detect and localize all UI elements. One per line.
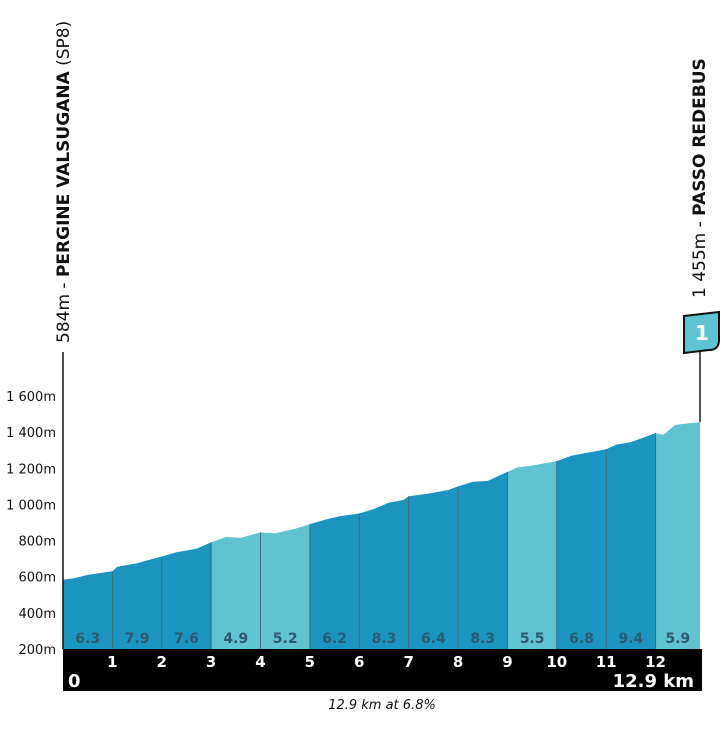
finish-separator: - bbox=[690, 215, 710, 233]
gradient-labels: 6.3 7.9 7.6 4.9 5.2 6.2 8.3 6.4 8.3 5.5 6.8 9.4 5.9 bbox=[75, 631, 690, 647]
distance-bar bbox=[63, 649, 702, 691]
y-tick-label: 600m bbox=[19, 571, 56, 586]
y-tick-label: 1 000m bbox=[6, 498, 56, 513]
flag-shape bbox=[683, 310, 720, 355]
gradient-segments bbox=[63, 422, 700, 649]
segment-area bbox=[556, 449, 607, 649]
flag-number: 1 bbox=[695, 321, 709, 345]
segment-area bbox=[458, 471, 508, 649]
y-tick-label: 200m bbox=[19, 643, 56, 658]
segment-area bbox=[63, 571, 113, 649]
gradient-label: 5.9 bbox=[665, 631, 690, 647]
finish-flag-icon: 1 bbox=[683, 310, 720, 355]
gradient-label: 5.5 bbox=[520, 631, 545, 647]
gradient-label: 5.2 bbox=[273, 631, 298, 647]
start-separator: - bbox=[54, 277, 74, 294]
x-tick-label: 11 bbox=[596, 653, 617, 671]
start-label: 584m - PERGINE VALSUGANA (SP8) bbox=[54, 21, 74, 343]
finish-name: PASSO REDEBUS bbox=[690, 58, 710, 216]
segment-area bbox=[606, 433, 656, 649]
segment-area bbox=[211, 532, 261, 649]
x-tick-label: 8 bbox=[453, 653, 463, 671]
finish-label: 1 455m - PASSO REDEBUS bbox=[690, 58, 710, 298]
x-tick-label: 2 bbox=[157, 653, 167, 671]
segment-area bbox=[408, 486, 459, 649]
gradient-label: 6.2 bbox=[322, 631, 347, 647]
segment-area bbox=[359, 496, 409, 649]
start-name: PERGINE VALSUGANA bbox=[54, 71, 74, 278]
x-tick-label: 10 bbox=[546, 653, 567, 671]
x-tick-label: 12 bbox=[645, 653, 666, 671]
segment-area bbox=[655, 422, 700, 649]
x-start-label: 0 bbox=[68, 671, 81, 692]
y-axis-ticks: 200m 400m 600m 800m 1 000m 1 200m 1 400m 1 600m bbox=[6, 390, 56, 658]
y-tick-label: 1 600m bbox=[6, 390, 56, 405]
x-tick-label: 4 bbox=[255, 653, 265, 671]
segment-area bbox=[507, 461, 557, 649]
y-tick-label: 1 200m bbox=[6, 462, 56, 477]
climb-summary: 12.9 km at 6.8% bbox=[328, 698, 436, 713]
y-tick-label: 800m bbox=[19, 535, 56, 550]
gradient-label: 6.4 bbox=[421, 631, 446, 647]
x-tick-label: 1 bbox=[107, 653, 117, 671]
segment-area bbox=[260, 524, 310, 649]
x-tick-label: 6 bbox=[354, 653, 364, 671]
gradient-label: 8.3 bbox=[372, 631, 397, 647]
gradient-label: 6.8 bbox=[569, 631, 594, 647]
start-suffix: (SP8) bbox=[54, 20, 74, 72]
x-axis-ticks: 1 2 3 4 5 6 7 8 9 10 11 12 bbox=[107, 653, 666, 671]
x-tick-label: 9 bbox=[502, 653, 512, 671]
x-end-label: 12.9 km bbox=[613, 671, 694, 692]
finish-altitude: 1 455m bbox=[690, 232, 710, 298]
x-tick-label: 5 bbox=[305, 653, 315, 671]
gradient-label: 9.4 bbox=[618, 631, 643, 647]
x-tick-label: 3 bbox=[206, 653, 216, 671]
x-tick-label: 7 bbox=[403, 653, 413, 671]
y-tick-label: 400m bbox=[19, 607, 56, 622]
segment-area bbox=[112, 556, 162, 649]
segment-area bbox=[309, 513, 360, 649]
segment-dividers bbox=[111, 433, 657, 649]
start-altitude: 584m bbox=[54, 293, 74, 343]
segment-area bbox=[161, 542, 212, 649]
y-tick-label: 1 400m bbox=[6, 426, 56, 441]
gradient-label: 6.3 bbox=[75, 631, 100, 647]
gradient-label: 4.9 bbox=[223, 631, 248, 647]
gradient-label: 7.6 bbox=[174, 631, 199, 647]
gradient-label: 7.9 bbox=[125, 631, 150, 647]
gradient-label: 8.3 bbox=[470, 631, 495, 647]
